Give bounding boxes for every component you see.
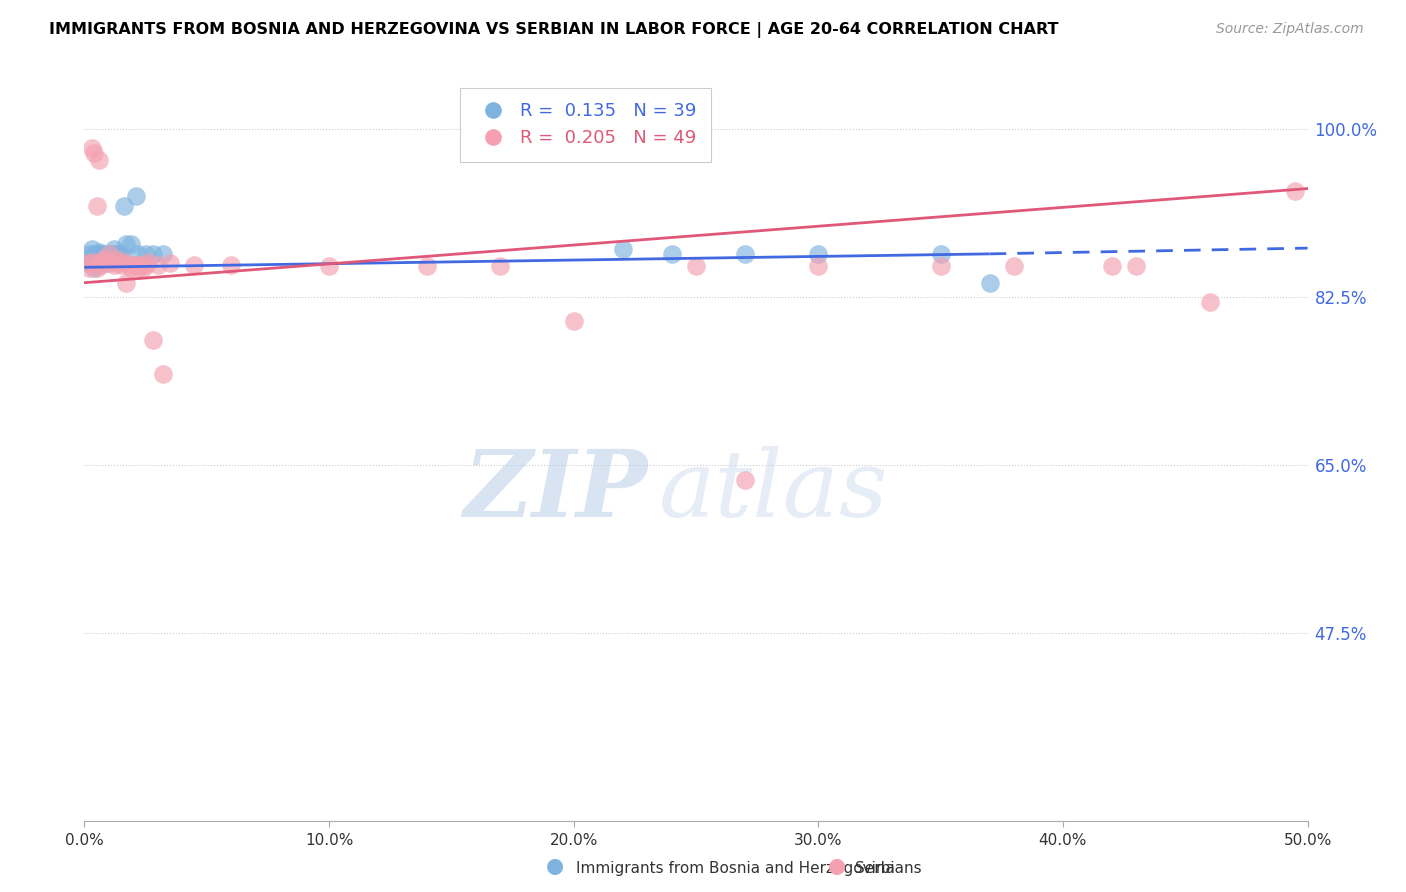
- Point: [117, 259, 139, 273]
- Point: [142, 247, 165, 261]
- Text: ZIP: ZIP: [463, 446, 647, 536]
- Point: [142, 334, 165, 348]
- Point: [76, 252, 98, 266]
- Point: [135, 247, 157, 261]
- Point: [86, 252, 108, 266]
- Point: [97, 247, 120, 261]
- Point: [96, 256, 118, 270]
- Point: [80, 254, 103, 268]
- Point: [77, 247, 100, 261]
- Point: [90, 259, 112, 273]
- Point: [77, 256, 100, 270]
- Point: [100, 256, 122, 270]
- Point: [489, 260, 512, 274]
- Point: [86, 259, 108, 273]
- Point: [136, 254, 159, 268]
- Point: [115, 276, 138, 290]
- Point: [93, 254, 115, 268]
- Point: [97, 247, 120, 261]
- Point: [120, 237, 142, 252]
- Point: [129, 259, 152, 273]
- Point: [90, 247, 112, 261]
- Point: [105, 247, 128, 261]
- Point: [146, 259, 169, 273]
- Point: [96, 249, 118, 263]
- Point: [110, 247, 132, 261]
- Point: [132, 261, 155, 276]
- Point: [318, 260, 340, 274]
- Point: [103, 242, 125, 256]
- Point: [87, 153, 110, 167]
- Point: [122, 259, 145, 273]
- Legend: R =  0.135   N = 39, R =  0.205   N = 49: R = 0.135 N = 39, R = 0.205 N = 49: [460, 88, 711, 161]
- Point: [83, 247, 105, 261]
- Point: [929, 260, 952, 274]
- Point: [1198, 294, 1220, 309]
- Point: [152, 247, 174, 261]
- Point: [96, 254, 118, 268]
- Point: [734, 473, 756, 487]
- Point: [87, 244, 110, 259]
- Point: [77, 261, 100, 276]
- Point: [135, 259, 157, 273]
- Point: [107, 247, 129, 261]
- Point: [80, 242, 103, 256]
- Point: [734, 247, 756, 261]
- Text: atlas: atlas: [659, 446, 889, 536]
- Point: [86, 261, 108, 276]
- Point: [80, 252, 103, 266]
- Point: [159, 256, 181, 270]
- Point: [103, 259, 125, 273]
- Point: [183, 259, 205, 273]
- Point: [93, 247, 115, 261]
- Point: [76, 256, 98, 270]
- Point: [93, 252, 115, 266]
- Point: [1101, 260, 1123, 274]
- Text: Immigrants from Bosnia and Herzegovina: Immigrants from Bosnia and Herzegovina: [576, 861, 896, 876]
- Point: [219, 259, 242, 273]
- Text: Source: ZipAtlas.com: Source: ZipAtlas.com: [1216, 22, 1364, 37]
- Point: [110, 259, 132, 273]
- Point: [83, 146, 105, 161]
- Point: [125, 259, 148, 273]
- Point: [90, 254, 112, 268]
- Text: IMMIGRANTS FROM BOSNIA AND HERZEGOVINA VS SERBIAN IN LABOR FORCE | AGE 20-64 COR: IMMIGRANTS FROM BOSNIA AND HERZEGOVINA V…: [49, 22, 1059, 38]
- Point: [100, 247, 122, 261]
- Point: [979, 276, 1001, 290]
- Point: [562, 314, 585, 328]
- Point: [90, 252, 112, 266]
- Point: [80, 141, 103, 155]
- Point: [807, 247, 830, 261]
- Point: [83, 261, 105, 276]
- Point: [1125, 260, 1147, 274]
- Point: [127, 247, 149, 261]
- Point: [1002, 260, 1025, 274]
- Point: [125, 189, 148, 203]
- Point: [127, 261, 149, 276]
- Point: [1284, 185, 1306, 199]
- Point: [115, 237, 138, 252]
- Point: [685, 260, 707, 274]
- Text: ●: ●: [547, 856, 564, 876]
- Point: [416, 260, 439, 274]
- Point: [661, 247, 683, 261]
- Text: ●: ●: [828, 856, 845, 876]
- Point: [112, 254, 135, 268]
- Point: [107, 256, 129, 270]
- Point: [152, 367, 174, 381]
- Point: [112, 199, 135, 213]
- Point: [105, 252, 128, 266]
- Text: Serbians: Serbians: [855, 861, 921, 876]
- Point: [120, 261, 142, 276]
- Point: [86, 199, 108, 213]
- Point: [86, 247, 108, 261]
- Point: [807, 260, 830, 274]
- Point: [87, 256, 110, 270]
- Point: [929, 247, 952, 261]
- Point: [612, 242, 634, 256]
- Point: [83, 254, 105, 268]
- Point: [87, 256, 110, 270]
